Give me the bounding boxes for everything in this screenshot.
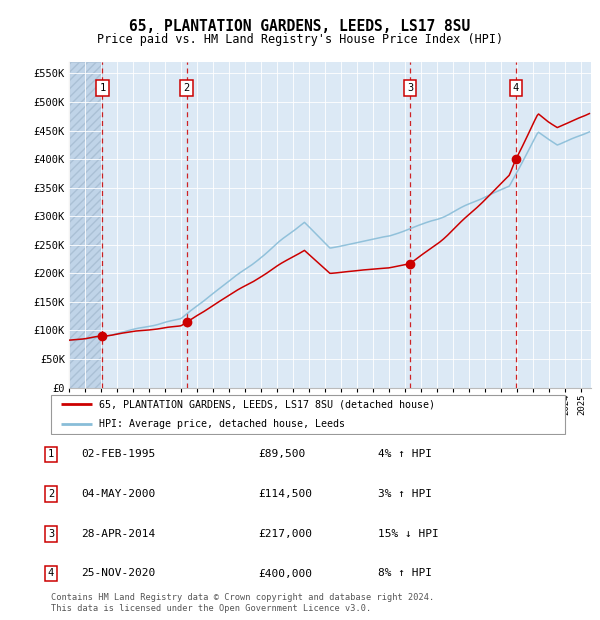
Text: Price paid vs. HM Land Registry's House Price Index (HPI): Price paid vs. HM Land Registry's House … [97, 33, 503, 46]
Text: £89,500: £89,500 [258, 450, 305, 459]
Text: 3: 3 [407, 82, 413, 93]
Text: 28-APR-2014: 28-APR-2014 [81, 529, 155, 539]
FancyBboxPatch shape [50, 395, 565, 433]
Bar [69, 62, 103, 388]
Text: £400,000: £400,000 [258, 569, 312, 578]
Text: 04-MAY-2000: 04-MAY-2000 [81, 489, 155, 499]
Text: 8% ↑ HPI: 8% ↑ HPI [378, 569, 432, 578]
Text: 3: 3 [48, 529, 54, 539]
Text: 4% ↑ HPI: 4% ↑ HPI [378, 450, 432, 459]
Bar [69, 62, 103, 388]
Text: 65, PLANTATION GARDENS, LEEDS, LS17 8SU (detached house): 65, PLANTATION GARDENS, LEEDS, LS17 8SU … [99, 399, 435, 409]
Text: 1: 1 [48, 450, 54, 459]
Text: HPI: Average price, detached house, Leeds: HPI: Average price, detached house, Leed… [99, 419, 345, 429]
Text: £114,500: £114,500 [258, 489, 312, 499]
Text: 4: 4 [512, 82, 519, 93]
Text: 15% ↓ HPI: 15% ↓ HPI [378, 529, 439, 539]
Text: 4: 4 [48, 569, 54, 578]
Text: 25-NOV-2020: 25-NOV-2020 [81, 569, 155, 578]
Text: 1: 1 [100, 82, 106, 93]
Text: Contains HM Land Registry data © Crown copyright and database right 2024.
This d: Contains HM Land Registry data © Crown c… [51, 593, 434, 613]
Text: £217,000: £217,000 [258, 529, 312, 539]
Text: 2: 2 [184, 82, 190, 93]
Text: 2: 2 [48, 489, 54, 499]
Text: 3% ↑ HPI: 3% ↑ HPI [378, 489, 432, 499]
Text: 65, PLANTATION GARDENS, LEEDS, LS17 8SU: 65, PLANTATION GARDENS, LEEDS, LS17 8SU [130, 19, 470, 34]
Text: 02-FEB-1995: 02-FEB-1995 [81, 450, 155, 459]
